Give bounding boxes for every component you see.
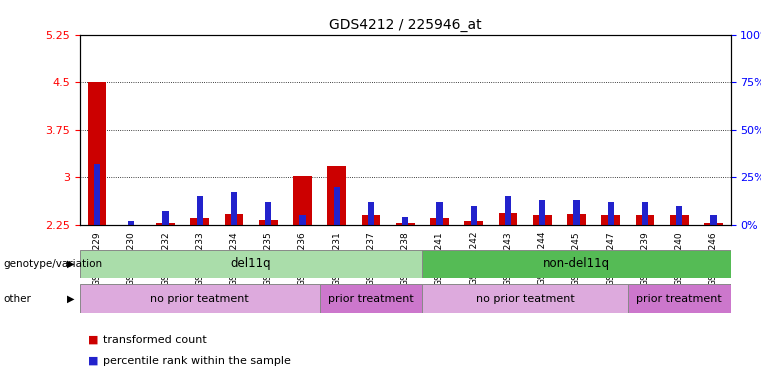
Bar <box>607 202 614 225</box>
Bar <box>533 215 552 225</box>
Bar <box>327 166 346 225</box>
Bar <box>567 214 586 225</box>
Text: ▶: ▶ <box>67 293 75 304</box>
Bar <box>156 223 175 225</box>
Bar <box>265 202 272 225</box>
Text: non-del11q: non-del11q <box>543 258 610 270</box>
Bar <box>368 202 374 225</box>
Bar <box>190 218 209 225</box>
Bar <box>539 200 546 225</box>
Bar <box>196 196 203 225</box>
Bar <box>601 215 620 225</box>
Text: del11q: del11q <box>231 258 272 270</box>
Text: prior treatment: prior treatment <box>328 293 414 304</box>
Text: ■: ■ <box>88 335 98 345</box>
Text: genotype/variation: genotype/variation <box>4 259 103 269</box>
Bar <box>628 284 731 313</box>
Bar <box>162 211 169 225</box>
Bar <box>88 82 107 225</box>
Bar <box>430 218 449 225</box>
Bar <box>505 196 511 225</box>
Bar <box>80 284 320 313</box>
Bar <box>422 284 628 313</box>
Bar <box>470 206 477 225</box>
Bar <box>642 202 648 225</box>
Text: no prior teatment: no prior teatment <box>151 293 249 304</box>
Bar <box>635 215 654 225</box>
Bar <box>259 220 278 225</box>
Bar <box>94 164 100 225</box>
Bar <box>704 223 723 225</box>
Bar <box>710 215 717 225</box>
Bar <box>231 192 237 225</box>
Bar <box>436 202 443 225</box>
Bar <box>670 215 689 225</box>
Bar <box>299 215 306 225</box>
Bar <box>402 217 409 225</box>
Text: other: other <box>4 293 32 304</box>
Bar <box>293 176 312 225</box>
Text: ▶: ▶ <box>67 259 75 269</box>
Bar <box>128 221 135 225</box>
Title: GDS4212 / 225946_at: GDS4212 / 225946_at <box>329 18 482 32</box>
Bar <box>333 187 340 225</box>
Bar <box>464 222 483 225</box>
Bar <box>573 200 580 225</box>
Bar <box>361 215 380 225</box>
Bar <box>676 206 683 225</box>
Text: transformed count: transformed count <box>103 335 206 345</box>
Text: prior treatment: prior treatment <box>636 293 722 304</box>
Text: no prior teatment: no prior teatment <box>476 293 575 304</box>
Text: ■: ■ <box>88 356 98 366</box>
Bar <box>498 213 517 225</box>
Bar <box>396 223 415 225</box>
Bar <box>224 214 244 225</box>
Bar <box>422 250 731 278</box>
Text: percentile rank within the sample: percentile rank within the sample <box>103 356 291 366</box>
Bar <box>320 284 422 313</box>
Bar <box>80 250 422 278</box>
